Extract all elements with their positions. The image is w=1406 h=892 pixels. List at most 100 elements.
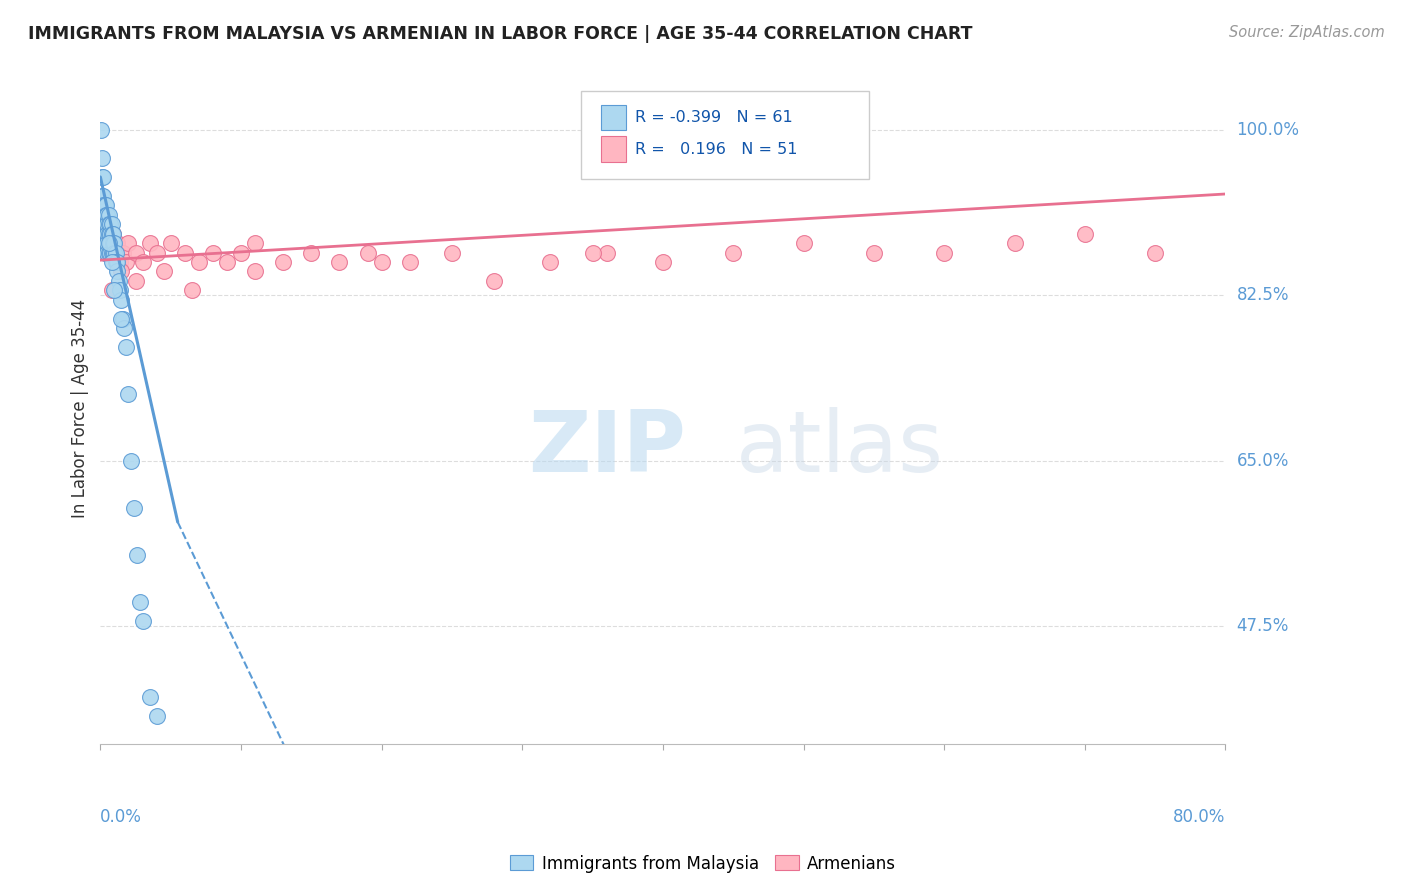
- Point: [110, 293, 132, 307]
- Point: [94, 236, 117, 251]
- Text: ZIP: ZIP: [527, 408, 686, 491]
- Point: [93, 227, 115, 241]
- Point: [120, 453, 142, 467]
- Point: [107, 274, 129, 288]
- Text: 47.5%: 47.5%: [1237, 617, 1289, 635]
- Point: [124, 274, 146, 288]
- Text: 65.0%: 65.0%: [1237, 451, 1289, 469]
- Point: [93, 198, 115, 212]
- Point: [103, 236, 125, 251]
- Point: [101, 227, 124, 241]
- Point: [94, 198, 117, 212]
- Point: [1074, 227, 1097, 241]
- Point: [581, 245, 603, 260]
- Point: [93, 217, 115, 231]
- Point: [93, 208, 115, 222]
- Point: [91, 169, 114, 184]
- Point: [112, 321, 135, 335]
- Point: [94, 245, 117, 260]
- Point: [90, 122, 112, 136]
- Point: [229, 245, 252, 260]
- Point: [98, 245, 121, 260]
- Point: [187, 255, 209, 269]
- Point: [152, 264, 174, 278]
- Point: [100, 227, 122, 241]
- Point: [1004, 236, 1026, 251]
- Text: 0.0%: 0.0%: [100, 808, 142, 827]
- Point: [145, 708, 167, 723]
- Point: [328, 255, 350, 269]
- Text: 82.5%: 82.5%: [1237, 286, 1289, 304]
- Bar: [600, 136, 626, 161]
- Point: [93, 217, 115, 231]
- Point: [114, 255, 136, 269]
- Point: [215, 255, 238, 269]
- Point: [398, 255, 420, 269]
- Point: [100, 236, 122, 251]
- Point: [125, 548, 148, 562]
- Point: [96, 236, 118, 251]
- Point: [90, 236, 112, 251]
- Point: [124, 245, 146, 260]
- Point: [117, 387, 139, 401]
- Point: [94, 217, 117, 231]
- Bar: [600, 104, 626, 130]
- Point: [117, 236, 139, 251]
- Point: [131, 614, 153, 628]
- Point: [105, 264, 128, 278]
- Point: [108, 255, 131, 269]
- Point: [96, 208, 118, 222]
- Point: [201, 245, 224, 260]
- Point: [299, 245, 322, 260]
- Legend: Immigrants from Malaysia, Armenians: Immigrants from Malaysia, Armenians: [503, 848, 903, 880]
- Point: [105, 255, 128, 269]
- Point: [111, 245, 134, 260]
- Point: [111, 311, 134, 326]
- Point: [370, 255, 392, 269]
- Point: [114, 340, 136, 354]
- Point: [934, 245, 956, 260]
- Point: [103, 284, 125, 298]
- Point: [100, 255, 122, 269]
- Point: [108, 284, 131, 298]
- Point: [180, 284, 202, 298]
- Point: [723, 245, 745, 260]
- Point: [91, 198, 114, 212]
- Point: [97, 227, 120, 241]
- Point: [103, 245, 125, 260]
- Point: [110, 264, 132, 278]
- Point: [96, 236, 118, 251]
- Point: [90, 169, 112, 184]
- Point: [271, 255, 294, 269]
- Point: [138, 236, 160, 251]
- Text: 80.0%: 80.0%: [1173, 808, 1226, 827]
- Point: [159, 236, 181, 251]
- Point: [90, 189, 112, 203]
- Point: [97, 227, 120, 241]
- Point: [101, 245, 124, 260]
- Point: [100, 217, 122, 231]
- Point: [103, 245, 125, 260]
- Point: [97, 236, 120, 251]
- Point: [243, 236, 266, 251]
- Point: [128, 595, 150, 609]
- Point: [91, 189, 114, 203]
- Point: [538, 255, 561, 269]
- Point: [101, 227, 124, 241]
- Point: [96, 227, 118, 241]
- Point: [100, 284, 122, 298]
- Point: [96, 217, 118, 231]
- Point: [98, 227, 121, 241]
- Point: [100, 245, 122, 260]
- Text: R = -0.399   N = 61: R = -0.399 N = 61: [634, 111, 793, 126]
- Text: atlas: atlas: [737, 408, 943, 491]
- Point: [122, 500, 145, 515]
- Point: [173, 245, 195, 260]
- Point: [138, 690, 160, 704]
- Point: [356, 245, 378, 260]
- Text: IMMIGRANTS FROM MALAYSIA VS ARMENIAN IN LABOR FORCE | AGE 35-44 CORRELATION CHAR: IMMIGRANTS FROM MALAYSIA VS ARMENIAN IN …: [28, 25, 973, 43]
- Point: [94, 208, 117, 222]
- Point: [863, 245, 886, 260]
- Point: [101, 236, 124, 251]
- Point: [91, 227, 114, 241]
